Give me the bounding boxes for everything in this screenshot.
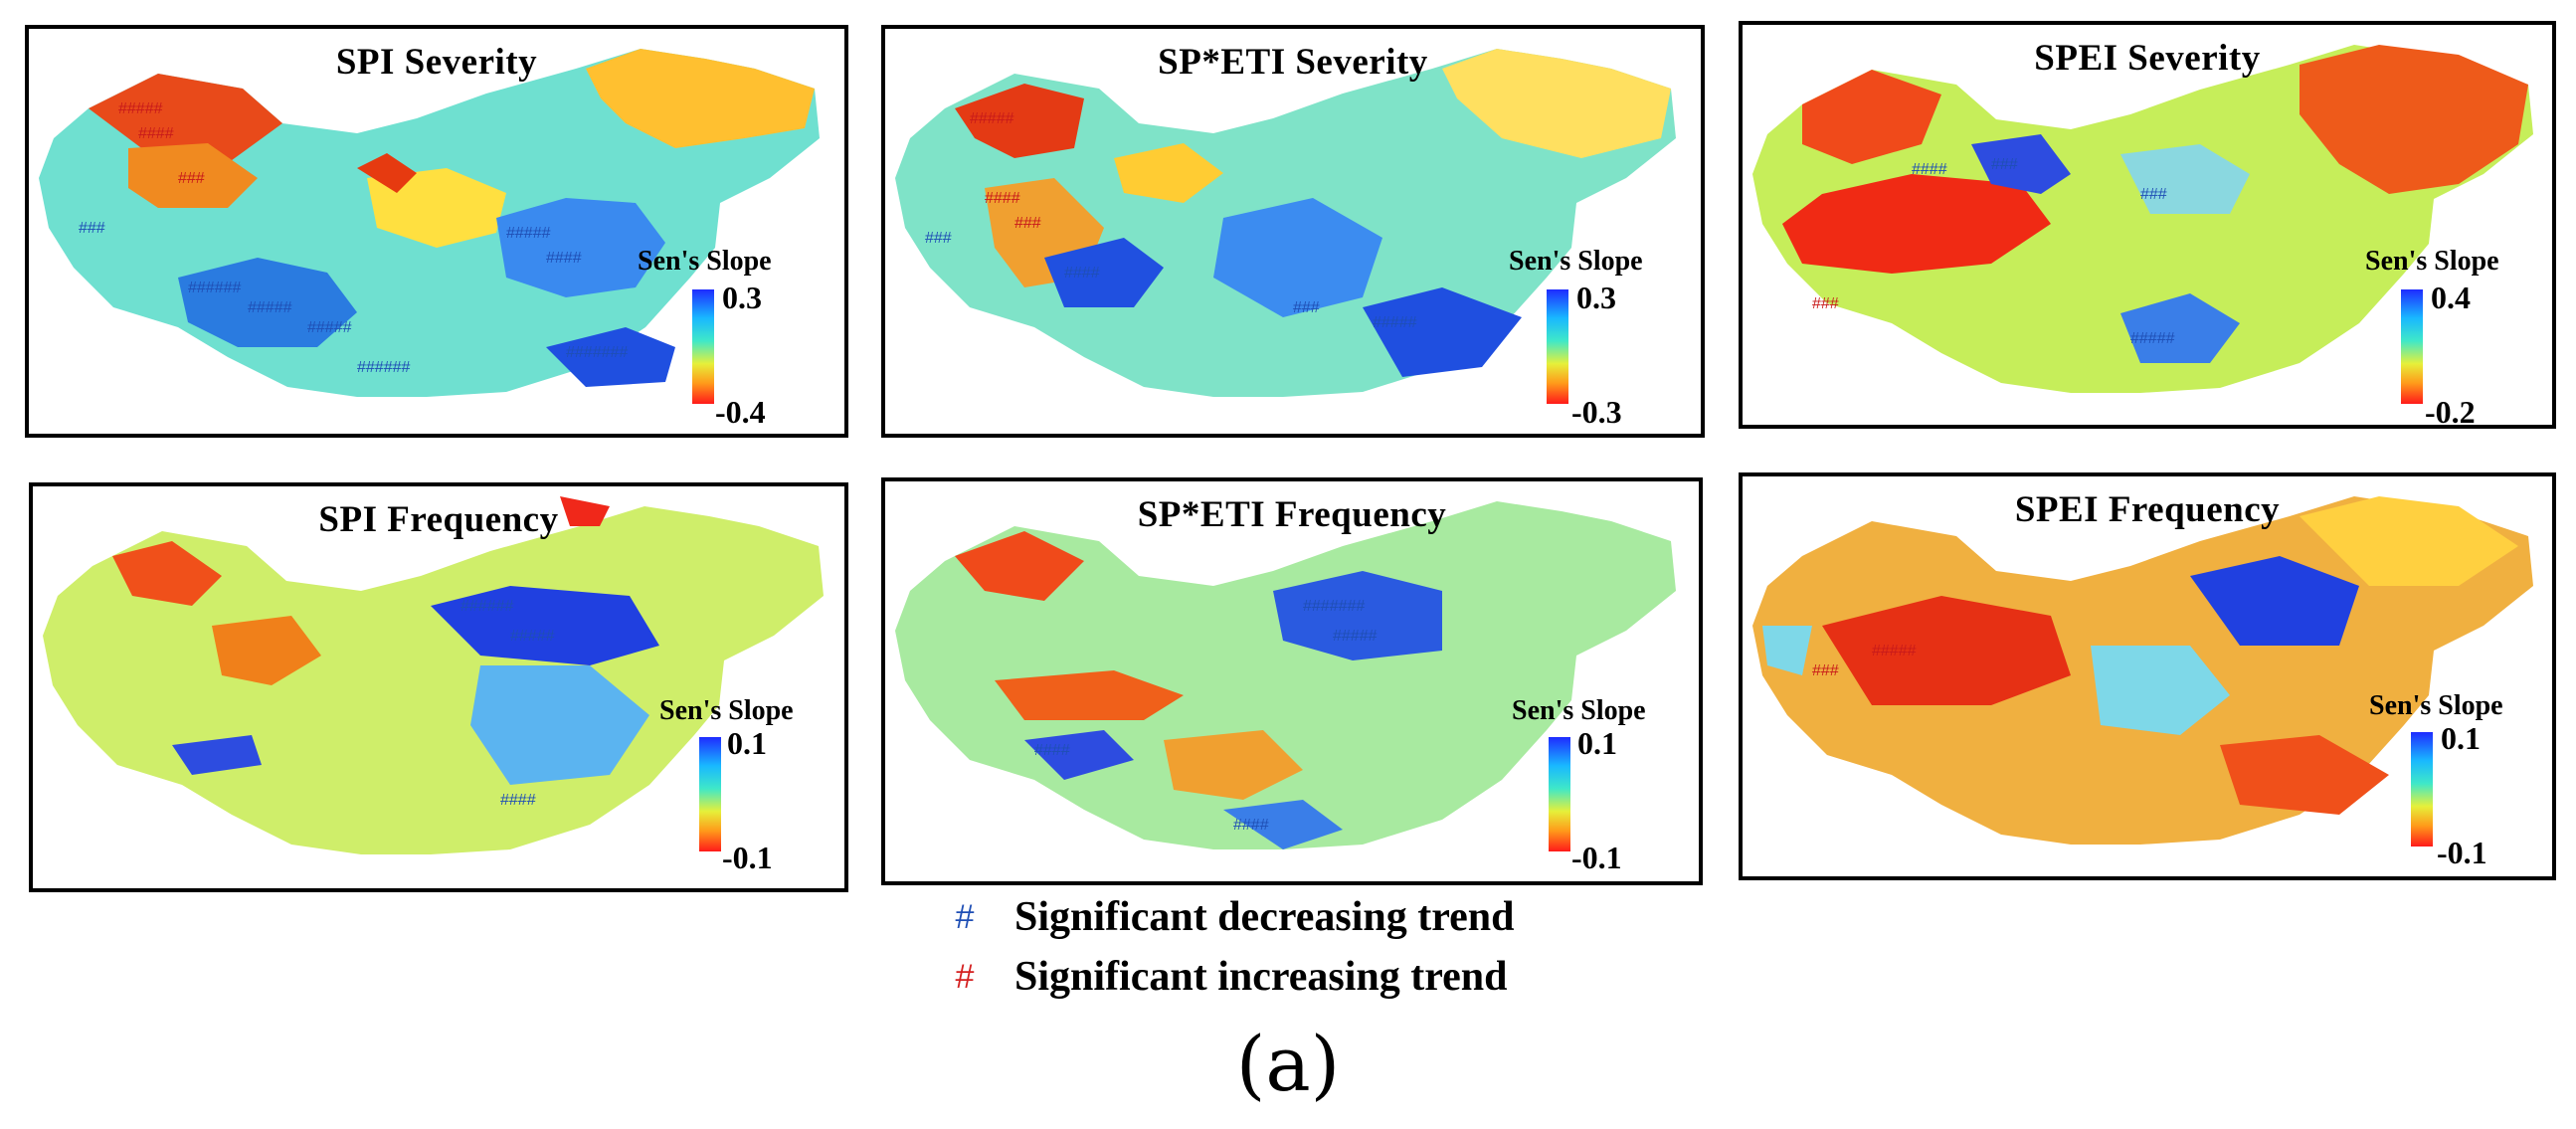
- colorbar: [1547, 289, 1568, 404]
- svg-text:#####: #####: [118, 100, 163, 117]
- colorbar-label: Sen's Slope: [1509, 246, 1643, 277]
- colorbar-label: Sen's Slope: [638, 246, 772, 277]
- decreasing-hash-icon: #: [955, 897, 975, 936]
- svg-text:###: ###: [925, 230, 952, 247]
- colorbar-max: 0.1: [1577, 725, 1617, 761]
- legend-decreasing-label: Significant decreasing trend: [1014, 894, 1515, 940]
- panel-spei-severity: #### ### ### ##### ### SPEI Severity Sen's …: [1739, 21, 2556, 429]
- figure-caption: (a): [1235, 1020, 1341, 1108]
- svg-text:###: ###: [1293, 299, 1320, 316]
- china-map-speti-severity: ############### ############: [895, 49, 1676, 397]
- svg-text:###: ###: [1014, 215, 1041, 232]
- colorbar: [699, 737, 721, 851]
- svg-text:######: ######: [188, 280, 241, 296]
- svg-text:###: ###: [178, 170, 205, 187]
- svg-text:#####: #####: [506, 225, 551, 242]
- panel-spi-severity: ###### ##### ##### ##### #### ####### ### ###…: [25, 25, 848, 438]
- panel-speti-severity: ### #### ##### ### ##### #### ### SP*ETI Seve…: [881, 25, 1705, 438]
- china-map-spi-severity: ################ ################ ######…: [39, 49, 820, 397]
- colorbar-label: Sen's Slope: [2365, 246, 2499, 277]
- panel-speti-frequency: ####### ##### #### #### SP*ETI Frequency Se…: [881, 477, 1703, 885]
- colorbar-min: -0.2: [2425, 394, 2476, 429]
- panel-title: SP*ETI Frequency: [1137, 494, 1447, 535]
- svg-text:####: ####: [985, 190, 1020, 207]
- colorbar-max: 0.3: [1576, 280, 1616, 315]
- colorbar: [1549, 737, 1570, 851]
- colorbar-max: 0.1: [2441, 720, 2481, 756]
- svg-text:#####: #####: [510, 628, 555, 645]
- svg-text:#####: #####: [1333, 628, 1378, 645]
- china-map-speti-frequency: ####################: [895, 501, 1676, 849]
- svg-text:####: ####: [1064, 265, 1100, 282]
- svg-text:####: ####: [546, 250, 582, 267]
- svg-text:#####: #####: [248, 299, 292, 316]
- china-map-spei-frequency: ########: [1752, 496, 2533, 845]
- svg-text:#####: #####: [1872, 643, 1917, 659]
- colorbar-label: Sen's Slope: [1512, 695, 1646, 726]
- svg-text:###: ###: [79, 220, 105, 237]
- colorbar-min: -0.1: [2437, 835, 2487, 870]
- legend-increasing-label: Significant increasing trend: [1014, 954, 1508, 1000]
- svg-text:######: ######: [357, 359, 410, 376]
- colorbar-max: 0.3: [722, 280, 762, 315]
- colorbar-max: 0.1: [727, 725, 767, 761]
- svg-text:#######: #######: [566, 344, 628, 361]
- colorbar-max: 0.4: [2431, 280, 2471, 315]
- svg-text:#####: #####: [2130, 330, 2175, 347]
- svg-text:####: ####: [1034, 742, 1070, 759]
- legend-increasing: # Significant increasing trend: [935, 953, 1508, 1001]
- panel-title: SPEI Frequency: [2014, 489, 2281, 530]
- colorbar-min: -0.4: [715, 394, 766, 430]
- svg-text:#######: #######: [1303, 598, 1365, 615]
- panel-title: SPEI Severity: [2034, 38, 2261, 79]
- svg-text:######: ######: [460, 598, 513, 615]
- svg-text:###: ###: [1812, 295, 1839, 312]
- svg-text:###: ###: [2140, 186, 2167, 203]
- panel-spi-frequency: ###### ##### #### SPI Frequency Sen's Slop…: [29, 482, 848, 892]
- svg-text:###: ###: [1991, 156, 2018, 173]
- colorbar-label: Sen's Slope: [2369, 690, 2503, 721]
- panel-title: SPI Severity: [335, 42, 538, 83]
- svg-text:#####: #####: [307, 319, 352, 336]
- colorbar: [692, 289, 714, 404]
- svg-text:####: ####: [138, 125, 174, 142]
- china-map-spi-frequency: ###############: [43, 496, 824, 854]
- colorbar-min: -0.3: [1571, 394, 1622, 430]
- svg-text:####: ####: [500, 792, 536, 809]
- panel-title: SPI Frequency: [318, 499, 559, 540]
- increasing-hash-icon: #: [955, 957, 975, 996]
- china-map-spei-severity: #### ########### ###: [1752, 45, 2533, 393]
- colorbar: [2401, 289, 2423, 404]
- svg-text:####: ####: [1912, 161, 1947, 178]
- colorbar-label: Sen's Slope: [659, 695, 794, 726]
- panel-title: SP*ETI Severity: [1158, 42, 1428, 83]
- svg-text:###: ###: [1812, 662, 1839, 679]
- colorbar-min: -0.1: [722, 840, 773, 875]
- colorbar: [2411, 732, 2433, 847]
- legend-decreasing: # Significant decreasing trend: [935, 893, 1515, 941]
- svg-text:#####: #####: [1373, 314, 1417, 331]
- svg-text:#####: #####: [970, 110, 1014, 127]
- colorbar-min: -0.1: [1571, 840, 1622, 875]
- svg-text:####: ####: [1233, 817, 1269, 834]
- panel-spei-frequency: ##### ### SPEI Frequency Sen's Slope 0.1 …: [1739, 472, 2556, 880]
